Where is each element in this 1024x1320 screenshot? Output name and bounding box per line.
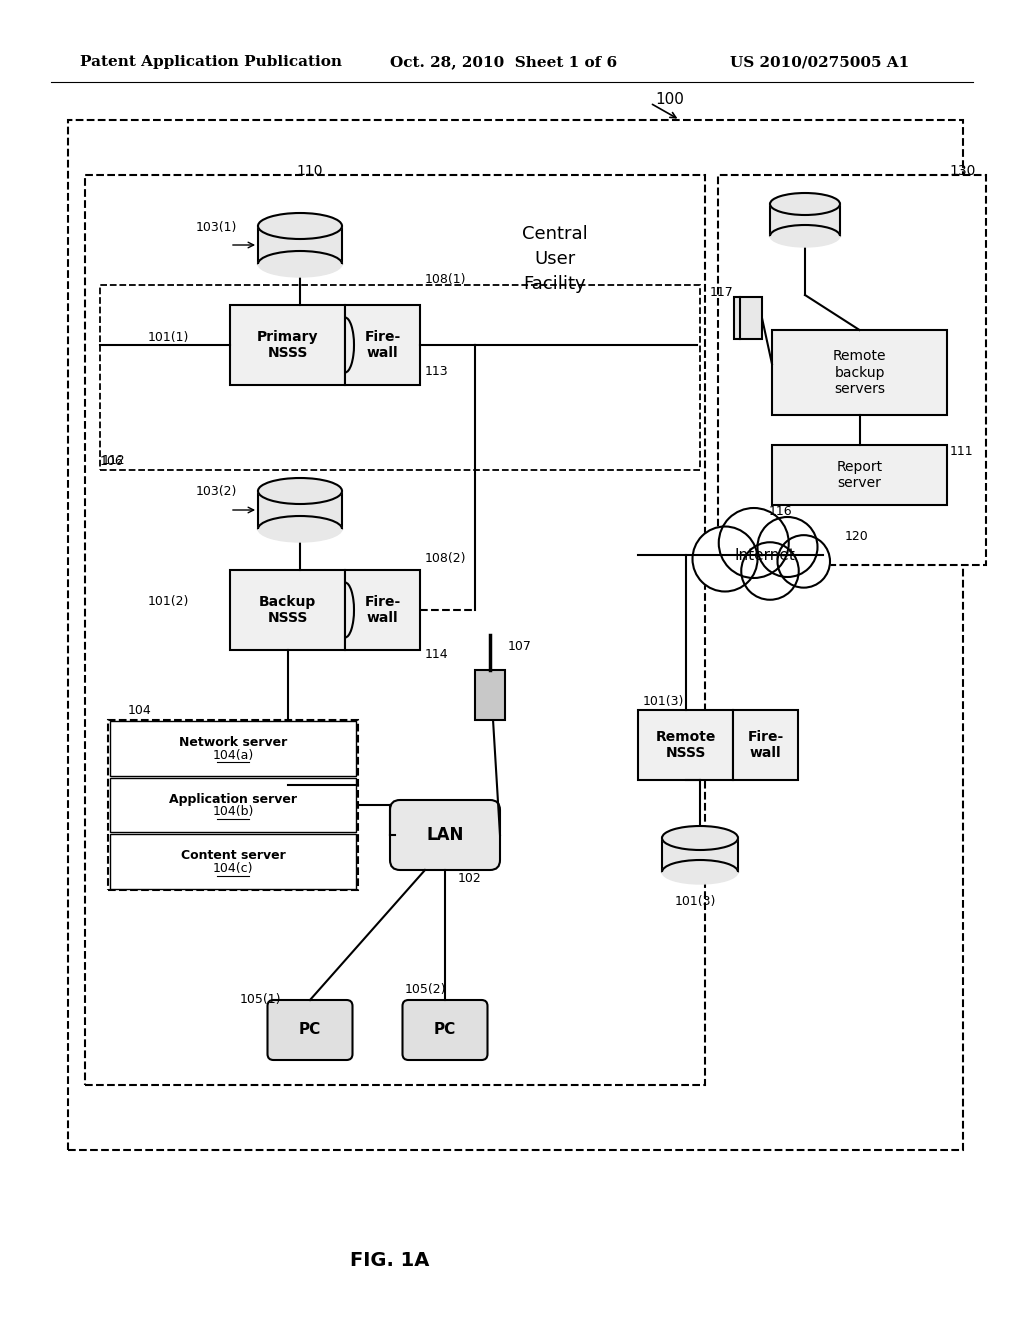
Text: 104(a): 104(a) (212, 748, 254, 762)
FancyBboxPatch shape (402, 1001, 487, 1060)
Text: Content server: Content server (180, 849, 286, 862)
Text: 101(3): 101(3) (675, 895, 716, 908)
Text: 102: 102 (458, 873, 482, 884)
Circle shape (719, 508, 788, 578)
Circle shape (692, 527, 758, 591)
Text: 106: 106 (100, 455, 124, 469)
Text: Remote
backup
servers: Remote backup servers (833, 350, 886, 396)
Text: 108(1): 108(1) (425, 273, 467, 286)
Text: Fire-
wall: Fire- wall (365, 330, 400, 360)
Text: LAN: LAN (426, 826, 464, 843)
FancyBboxPatch shape (267, 1001, 352, 1060)
Text: 107: 107 (508, 640, 531, 653)
Text: 117: 117 (710, 286, 734, 300)
Text: 130: 130 (949, 164, 976, 178)
Ellipse shape (258, 213, 342, 239)
Text: Application server: Application server (169, 792, 297, 805)
Text: Fire-
wall: Fire- wall (365, 595, 400, 626)
Bar (230, 570, 345, 649)
Text: 101(2): 101(2) (148, 595, 189, 609)
Ellipse shape (662, 861, 738, 884)
Bar (772, 330, 947, 414)
Text: 113: 113 (425, 366, 449, 378)
Text: 103(2): 103(2) (196, 486, 238, 499)
Bar (475, 671, 505, 719)
Text: Patent Application Publication: Patent Application Publication (80, 55, 342, 69)
Bar (110, 777, 356, 833)
Ellipse shape (770, 224, 840, 247)
Bar (734, 297, 762, 339)
Text: Report
server: Report server (837, 459, 883, 490)
Circle shape (758, 517, 817, 577)
Bar (718, 176, 986, 565)
Text: 104: 104 (128, 704, 152, 717)
Text: Backup
NSSS: Backup NSSS (259, 595, 316, 626)
Ellipse shape (258, 516, 342, 543)
Text: Internet: Internet (734, 548, 796, 562)
Ellipse shape (770, 193, 840, 215)
Text: 115: 115 (794, 195, 817, 209)
Bar (108, 719, 358, 890)
Text: Fire-
wall: Fire- wall (748, 730, 783, 760)
Text: 101(3): 101(3) (643, 696, 684, 708)
Bar (110, 834, 356, 888)
Text: US 2010/0275005 A1: US 2010/0275005 A1 (730, 55, 909, 69)
Bar (662, 838, 738, 873)
Circle shape (777, 535, 830, 587)
FancyBboxPatch shape (390, 800, 500, 870)
Text: Primary
NSSS: Primary NSSS (257, 330, 318, 360)
Text: 112: 112 (102, 454, 126, 467)
Text: 116: 116 (769, 506, 793, 517)
Text: FIG. 1A: FIG. 1A (350, 1250, 430, 1270)
Text: 108(2): 108(2) (425, 552, 467, 565)
Bar (345, 305, 420, 385)
Text: Remote
NSSS: Remote NSSS (655, 730, 716, 760)
Text: Central
User
Facility: Central User Facility (522, 224, 588, 293)
Bar (772, 445, 947, 506)
Ellipse shape (258, 478, 342, 504)
Bar (258, 491, 342, 529)
Circle shape (741, 543, 799, 599)
Bar (68, 120, 963, 1150)
Bar (733, 710, 798, 780)
Bar (345, 570, 420, 649)
Text: 103(1): 103(1) (196, 220, 238, 234)
Text: Oct. 28, 2010  Sheet 1 of 6: Oct. 28, 2010 Sheet 1 of 6 (390, 55, 617, 69)
Text: 110: 110 (297, 164, 324, 178)
Ellipse shape (258, 251, 342, 277)
Bar (770, 205, 840, 236)
Text: 104(b): 104(b) (212, 805, 254, 818)
Ellipse shape (662, 826, 738, 850)
Text: PC: PC (299, 1023, 322, 1038)
Text: PC: PC (434, 1023, 456, 1038)
Text: 120: 120 (845, 531, 868, 543)
Text: 111: 111 (950, 445, 974, 458)
Text: Network server: Network server (179, 735, 287, 748)
Text: 101(1): 101(1) (148, 330, 189, 343)
Bar (85, 176, 705, 1085)
Bar (258, 226, 342, 264)
Text: 105(2): 105(2) (406, 983, 446, 997)
Text: 105(1): 105(1) (240, 994, 282, 1006)
Bar (100, 285, 700, 470)
Bar (110, 721, 356, 776)
Text: 100: 100 (655, 92, 684, 107)
Bar (230, 305, 345, 385)
Text: 104(c): 104(c) (213, 862, 253, 875)
Bar (638, 710, 733, 780)
Text: 114: 114 (425, 648, 449, 661)
